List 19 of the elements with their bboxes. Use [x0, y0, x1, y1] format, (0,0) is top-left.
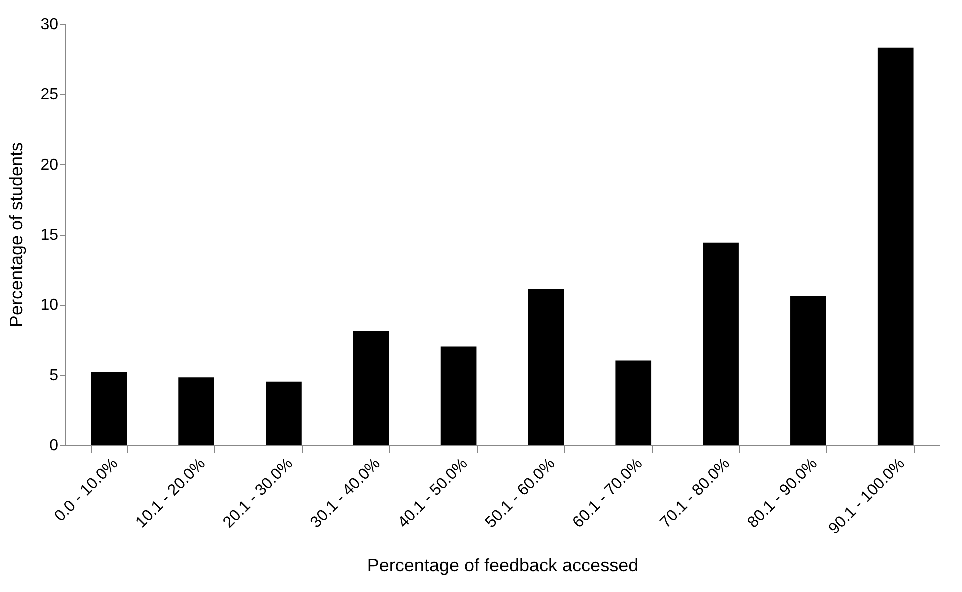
bar: [178, 378, 214, 445]
y-tick-label: 15: [40, 227, 59, 244]
bar: [790, 296, 826, 445]
bar: [91, 372, 128, 445]
bar: [703, 242, 739, 445]
x-axis-title: Percentage of feedback accessed: [367, 555, 639, 576]
y-tick-label: 30: [40, 16, 59, 34]
y-tick-label: 0: [50, 438, 59, 454]
bar: [266, 382, 302, 445]
y-tick-label: 10: [40, 297, 59, 314]
y-tick-label: 25: [40, 86, 59, 104]
bar: [528, 289, 564, 445]
y-tick-label: 5: [50, 367, 59, 384]
bar: [616, 360, 652, 445]
bar: [878, 48, 914, 445]
bar: [440, 346, 477, 445]
y-axis-title: Percentage of students: [6, 142, 27, 328]
y-tick-label: 20: [40, 156, 59, 174]
bar: [353, 331, 390, 445]
